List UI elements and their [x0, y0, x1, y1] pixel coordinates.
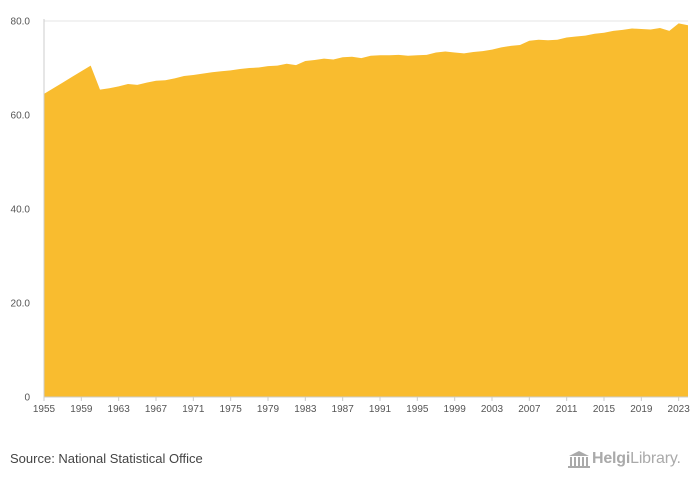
source-note: Source: National Statistical Office [10, 451, 203, 466]
series-area [44, 23, 688, 397]
x-tick-label: 2011 [556, 404, 578, 415]
area-series [44, 23, 688, 397]
x-tick-label: 1999 [444, 404, 467, 415]
x-tick-label: 1959 [70, 404, 93, 415]
y-tick-label: 0 [24, 393, 30, 404]
axes [43, 19, 688, 398]
x-tick-label: 2019 [630, 404, 653, 415]
x-tick-label: 2007 [518, 404, 541, 415]
y-tick-label: 80.0 [11, 17, 31, 28]
x-tick-label: 2003 [481, 404, 504, 415]
logo-text: HelgiLibrary. [592, 450, 681, 467]
x-tick-label: 2015 [593, 404, 616, 415]
y-tick-label: 20.0 [11, 299, 31, 310]
x-tick-label: 1963 [108, 404, 131, 415]
x-tick-label: 1971 [182, 404, 205, 415]
x-tick-labels: 1955 1959 1963 1967 1971 1975 1979 1983 1987 1991… [33, 397, 690, 415]
x-tick-label: 1995 [406, 404, 429, 415]
helgi-library-logo: HelgiLibrary. [566, 448, 681, 470]
y-tick-label: 40.0 [11, 205, 31, 216]
x-tick-label: 1979 [257, 404, 280, 415]
x-tick-label: 1991 [369, 404, 392, 415]
x-tick-label: 1967 [145, 404, 168, 415]
y-tick-label: 60.0 [11, 111, 31, 122]
x-tick-label: 1987 [332, 404, 355, 415]
x-tick-label: 2023 [668, 404, 691, 415]
y-tick-labels: 0 20.0 40.0 60.0 80.0 [11, 17, 31, 404]
x-tick-label: 1983 [294, 404, 317, 415]
library-building-icon [568, 451, 590, 468]
x-tick-label: 1955 [33, 404, 56, 415]
x-tick-label: 1975 [220, 404, 243, 415]
